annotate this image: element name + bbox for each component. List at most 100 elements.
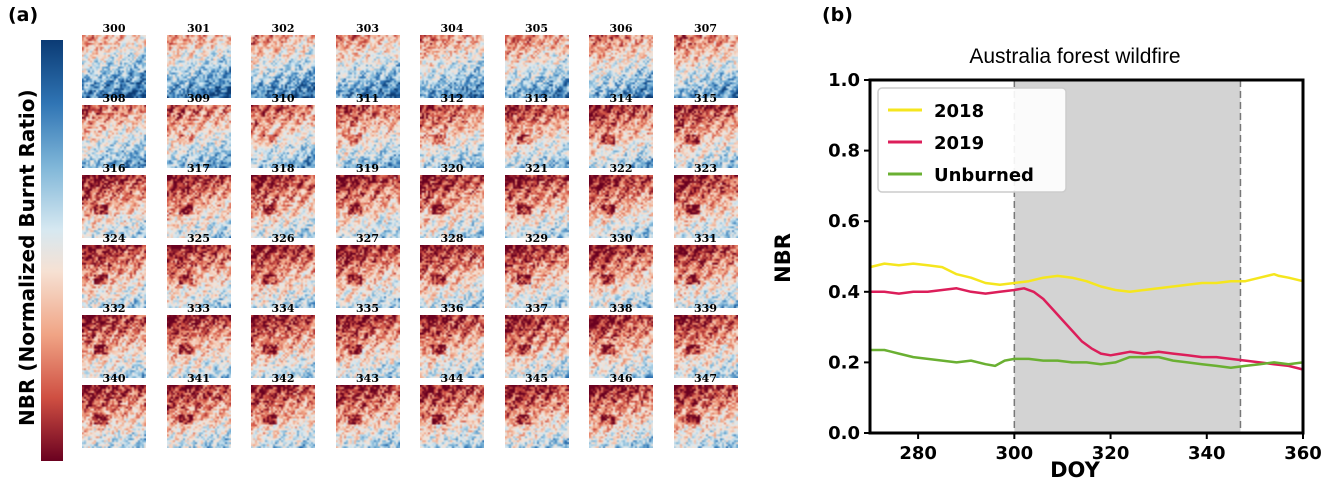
tile-label: 344 — [440, 372, 464, 385]
tile-label: 301 — [187, 22, 210, 35]
nbr-map-tile — [251, 35, 315, 98]
nbr-map-tile — [504, 385, 569, 448]
nbr-map-tile — [673, 245, 738, 308]
nbr-map-tile — [420, 105, 484, 168]
nbr-map-tile — [82, 245, 146, 308]
legend-label-2018: 2018 — [934, 101, 984, 122]
tile-label: 319 — [356, 162, 379, 175]
nbr-map-tile — [504, 35, 569, 98]
tile-label: 335 — [356, 302, 379, 315]
tile-label: 303 — [356, 22, 379, 35]
chart-title: Australia forest wildfire — [969, 45, 1180, 68]
y-tick-label: 1.0 — [828, 70, 860, 91]
nbr-map-tile — [673, 385, 738, 448]
nbr-map-tile — [589, 175, 653, 238]
nbr-map-tile — [82, 175, 146, 238]
nbr-map-tile — [420, 175, 484, 238]
nbr-map-tile — [166, 175, 231, 238]
nbr-map-tile — [335, 245, 400, 308]
nbr-map-tile — [420, 315, 484, 378]
x-tick-label: 360 — [1284, 443, 1322, 464]
nbr-map-tile — [166, 35, 231, 98]
tile-label: 312 — [440, 92, 464, 105]
tile-label: 305 — [525, 22, 548, 35]
tile-label: 339 — [694, 302, 717, 315]
nbr-map-tile — [251, 385, 315, 448]
legend-label-unburned: Unburned — [934, 165, 1034, 186]
nbr-map-tile — [420, 35, 484, 98]
tile-label: 345 — [525, 372, 548, 385]
x-axis-label: DOY — [1050, 458, 1101, 482]
tile-label: 306 — [609, 22, 633, 35]
tile-label: 309 — [187, 92, 210, 105]
nbr-map-tile — [504, 105, 569, 168]
tile-label: 329 — [525, 232, 548, 245]
panel-a-label: (a) — [8, 4, 39, 26]
plot-frame — [868, 78, 1305, 435]
y-tick-label: 0.0 — [828, 423, 860, 444]
tile-label: 326 — [271, 232, 295, 245]
tile-label: 321 — [525, 162, 548, 175]
nbr-map-tile — [420, 245, 484, 308]
tile-label: 313 — [525, 92, 548, 105]
tile-label: 341 — [187, 372, 210, 385]
x-tick-label: 340 — [1188, 443, 1226, 464]
nbr-line-chart: Australia forest wildfire 280 300 320 340 36… — [771, 45, 1322, 482]
tile-label: 331 — [694, 232, 717, 245]
nbr-map-tile — [335, 385, 400, 448]
nbr-map-tile — [251, 315, 315, 378]
legend-box — [877, 87, 1067, 193]
tile-label: 346 — [609, 372, 633, 385]
tile-label: 315 — [694, 92, 717, 105]
nbr-map-tile — [420, 385, 484, 448]
nbr-map-tile — [589, 245, 653, 308]
tile-label: 338 — [609, 302, 633, 315]
tile-label: 332 — [102, 302, 126, 315]
nbr-map-tile — [82, 385, 146, 448]
nbr-map-tile — [82, 315, 146, 378]
series-line-2018 — [869, 262, 1304, 294]
tile-label: 304 — [440, 22, 464, 35]
nbr-map-tile — [589, 35, 653, 98]
tile-label: 320 — [440, 162, 464, 175]
tile-label: 302 — [271, 22, 295, 35]
nbr-map-tile — [166, 315, 231, 378]
tile-label: 323 — [694, 162, 717, 175]
tile-label: 310 — [271, 92, 295, 105]
nbr-colorbar — [41, 40, 63, 461]
tile-label: 324 — [102, 232, 126, 245]
tile-label: 334 — [271, 302, 295, 315]
series-line-unburned — [870, 348, 1304, 369]
y-tick-label: 0.2 — [828, 352, 860, 373]
nbr-map-tile — [82, 35, 146, 98]
tile-label: 336 — [440, 302, 464, 315]
tile-label: 307 — [694, 22, 717, 35]
nbr-map-tile — [589, 385, 653, 448]
legend-label-2019: 2019 — [934, 133, 984, 154]
tile-label: 347 — [694, 372, 717, 385]
nbr-map-tile — [335, 105, 400, 168]
series-line-2019 — [870, 287, 1304, 371]
panel-b-label: (b) — [822, 4, 853, 26]
nbr-map-tile — [335, 315, 400, 378]
nbr-map-tile — [335, 175, 400, 238]
tile-label: 337 — [525, 302, 548, 315]
tile-label: 327 — [356, 232, 379, 245]
tile-label: 308 — [102, 92, 126, 105]
nbr-map-tile — [673, 175, 738, 238]
tile-label: 325 — [187, 232, 210, 245]
nbr-map-tile — [673, 35, 738, 98]
nbr-map-tile — [251, 105, 315, 168]
tile-label: 330 — [609, 232, 633, 245]
tile-label: 316 — [102, 162, 126, 175]
tile-label: 314 — [609, 92, 633, 105]
y-tick-label: 0.6 — [828, 211, 860, 232]
tile-label: 322 — [609, 162, 633, 175]
nbr-map-tile — [504, 245, 569, 308]
nbr-map-tile — [251, 175, 315, 238]
tile-label: 333 — [187, 302, 210, 315]
x-tick-label: 300 — [996, 443, 1034, 464]
tile-label: 328 — [440, 232, 464, 245]
colorbar-label: NBR (Normalized Burnt Ratio) — [15, 89, 39, 426]
tile-label: 340 — [102, 372, 126, 385]
